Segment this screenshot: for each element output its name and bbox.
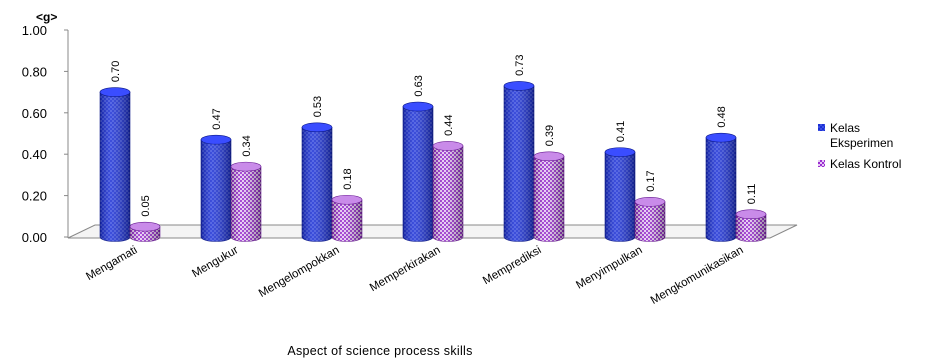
bar-kontrol	[331, 194, 363, 242]
data-label: 0.44	[443, 114, 455, 135]
data-label: 0.48	[716, 106, 728, 127]
data-label: 0.11	[746, 184, 758, 205]
y-tick-label: 0.00	[22, 230, 47, 245]
data-label: 0.53	[312, 96, 324, 117]
data-label: 0.34	[241, 135, 253, 156]
y-tick-label: 0.60	[22, 106, 47, 121]
y-tick-label: 1.00	[22, 23, 47, 38]
y-axis-ticks: 0.00 0.20 0.40 0.60 0.80 1.00	[22, 23, 68, 245]
category-labels: Mengamati Mengukur Mengelompokkan Memperkir…	[84, 244, 745, 307]
x-axis-label: Aspect of science process skills	[287, 344, 472, 358]
legend-swatch-kontrol	[818, 160, 825, 167]
bar-eksperimen	[200, 134, 232, 242]
bar-eksperimen	[301, 122, 333, 242]
legend-swatch-eksperimen	[818, 124, 825, 131]
category-label: Mengelompokkan	[257, 244, 342, 300]
bar-kontrol	[129, 221, 161, 242]
data-label: 0.41	[615, 121, 627, 142]
bar-kontrol	[432, 141, 464, 242]
category-label: Mengkomunikasikan	[649, 244, 746, 307]
category-label: Memprediksi	[481, 244, 543, 287]
y-tick-label: 0.40	[22, 147, 47, 162]
y-axis-label: <g>	[36, 10, 57, 24]
data-label: 0.47	[211, 108, 223, 129]
data-label: 0.05	[140, 195, 152, 216]
bar-eksperimen	[503, 81, 535, 242]
bar-eksperimen	[99, 87, 131, 242]
legend-label-eksperimen: Kelas Eksperimen	[830, 121, 893, 150]
category-label: Memperkirakan	[368, 244, 443, 294]
bar-kontrol	[533, 151, 565, 242]
bars	[99, 81, 767, 242]
bar-eksperimen	[402, 101, 434, 242]
data-label: 0.18	[342, 168, 354, 189]
data-label: 0.70	[110, 61, 122, 82]
legend: Kelas Eksperimen Kelas Kontrol	[818, 121, 901, 171]
bar-kontrol	[735, 209, 767, 242]
category-label: Menyimpulkan	[574, 244, 644, 291]
bar-eksperimen	[604, 147, 636, 242]
bar-kontrol	[634, 197, 666, 242]
y-tick-label: 0.80	[22, 64, 47, 79]
category-label: Mengamati	[84, 244, 139, 283]
bar-kontrol	[230, 161, 262, 242]
legend-label-kontrol: Kelas Kontrol	[830, 157, 901, 171]
category-label: Mengukur	[190, 244, 240, 280]
data-labels: 0.70 0.05 0.47 0.34 0.53 0.18 0.63 0.44 0.73 0.39…	[110, 54, 758, 216]
data-label: 0.63	[413, 75, 425, 96]
data-label: 0.73	[514, 54, 526, 75]
y-tick-label: 0.20	[22, 189, 47, 204]
data-label: 0.39	[544, 125, 556, 146]
data-label: 0.17	[645, 170, 657, 191]
bar-eksperimen	[705, 132, 737, 242]
